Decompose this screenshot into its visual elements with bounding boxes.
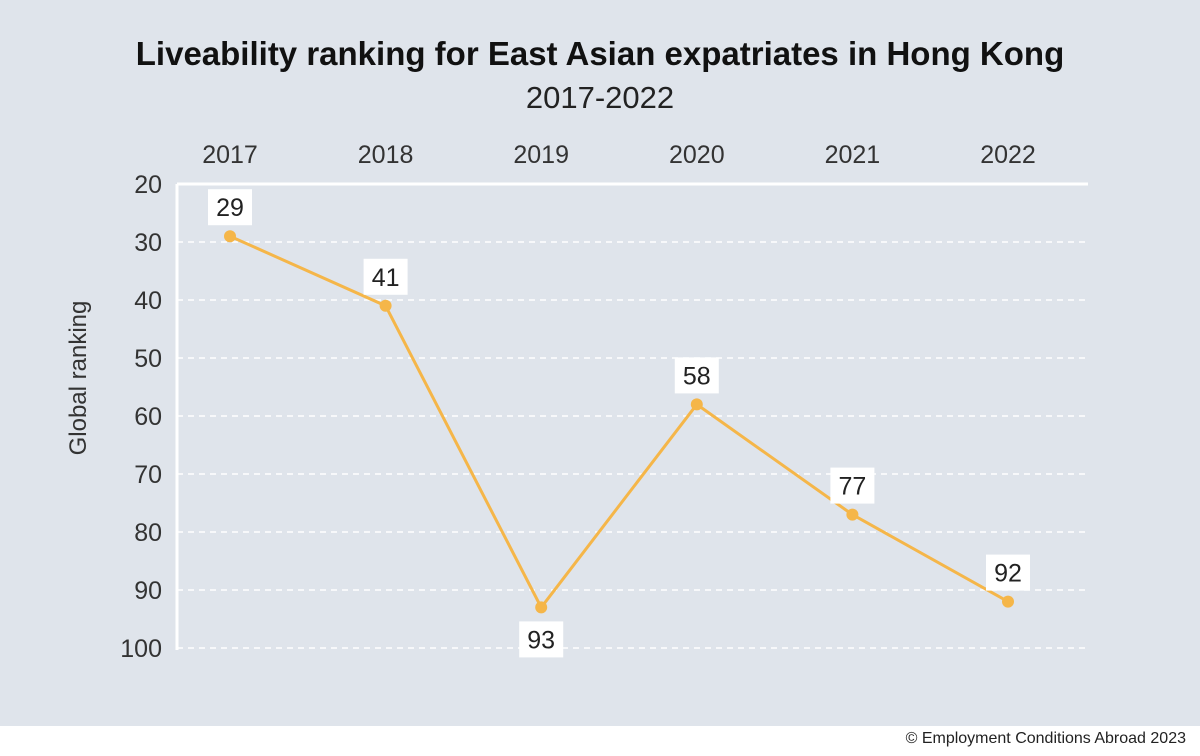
chart-plot: 20 30 40 50 60 70 80 90 100 2017 2018 2019 2020 2021… (120, 141, 1088, 663)
y-tick-label: 90 (134, 577, 162, 605)
data-labels: 29 41 93 58 77 92 (208, 189, 1030, 658)
x-tick-label: 2019 (513, 141, 569, 169)
data-point (690, 398, 703, 411)
data-label-box (363, 258, 408, 295)
axes (175, 182, 1088, 650)
data-point (535, 601, 548, 614)
data-point (846, 508, 859, 521)
data-label-box (986, 554, 1030, 591)
series-layer (224, 230, 1014, 614)
chart-subtitle: 2017-2022 (525, 80, 675, 115)
y-tick-label: 70 (134, 461, 162, 489)
y-tick-label: 30 (134, 229, 162, 257)
y-tick-label: 60 (134, 403, 162, 431)
data-label-text: 41 (372, 264, 400, 292)
copyright-footer: © Employment Conditions Abroad 2023 (905, 730, 1186, 747)
data-label: 41 (363, 258, 408, 295)
x-tick-labels: 2017 2018 2019 2020 2021 2022 (202, 141, 1036, 169)
data-label-text: 58 (683, 362, 711, 390)
data-label-box (208, 189, 252, 226)
data-label-text: 93 (527, 626, 555, 654)
y-tick-labels: 20 30 40 50 60 70 80 90 100 (120, 171, 162, 663)
data-label: 58 (674, 357, 719, 394)
y-tick-label: 20 (134, 171, 162, 199)
x-tick-label: 2021 (825, 141, 881, 169)
y-axis-label: Global ranking (65, 300, 92, 456)
data-point (1002, 595, 1014, 608)
data-label: 29 (208, 189, 252, 226)
y-tick-label: 50 (134, 345, 162, 373)
x-tick-label: 2017 (202, 141, 258, 169)
data-label: 92 (986, 554, 1030, 591)
data-label: 93 (519, 621, 564, 658)
data-label-text: 29 (216, 194, 244, 222)
data-label: 77 (830, 467, 875, 504)
data-label-text: 77 (838, 473, 866, 501)
data-label-box (830, 467, 875, 504)
data-label-box (674, 357, 719, 394)
series-line (229, 234, 1009, 609)
x-tick-label: 2018 (358, 141, 414, 169)
chart-title: Liveability ranking for East Asian expat… (135, 35, 1065, 72)
y-tick-label: 40 (134, 287, 162, 315)
data-label-box (519, 621, 564, 658)
y-tick-label: 80 (134, 519, 162, 547)
data-label-text: 92 (994, 560, 1022, 588)
data-point (379, 299, 392, 312)
chart-background (0, 0, 1200, 726)
gridlines (177, 241, 1088, 649)
x-tick-label: 2022 (980, 141, 1036, 169)
data-point (224, 230, 236, 243)
x-tick-label: 2020 (669, 141, 725, 169)
y-tick-label: 100 (120, 635, 162, 663)
